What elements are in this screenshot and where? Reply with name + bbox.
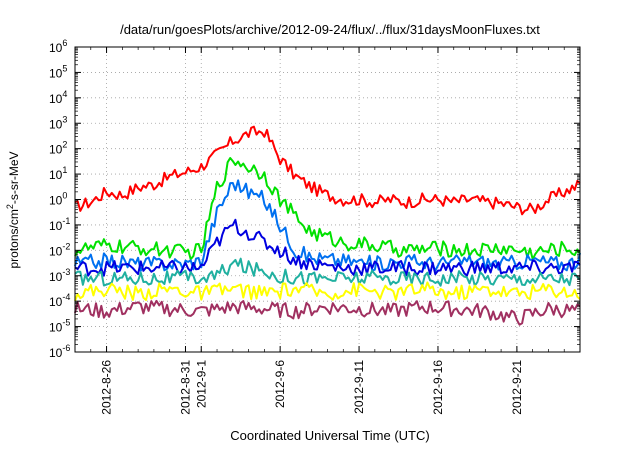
- y-tick-label-exp: -1: [62, 216, 70, 226]
- y-tick-label-base: 10: [49, 168, 63, 182]
- y-axis-label-sup: 2: [5, 204, 15, 209]
- y-tick-label-exp: -6: [62, 343, 70, 353]
- x-axis-label: Coordinated Universal Time (UTC): [230, 428, 429, 443]
- series-line: [74, 157, 581, 261]
- x-axis-ticks: 2012-8-26 2012-8-31 2012-9-1 2012-9-6 2012-9…: [90, 47, 565, 415]
- y-tick-label-base: 10: [49, 321, 63, 335]
- y-tick-label: 101: [49, 165, 67, 182]
- x-tick-label: 2012-8-31: [178, 360, 192, 415]
- y-tick-label-exp: 2: [62, 140, 67, 150]
- series-line: [74, 281, 581, 302]
- y-tick-label-exp: -3: [62, 267, 70, 277]
- y-tick-label-base: 10: [49, 117, 63, 131]
- series-layer: [74, 125, 581, 326]
- y-axis-label-prefix: protons/cm: [7, 209, 21, 268]
- series-line: [74, 218, 581, 277]
- y-tick-label: 103: [49, 114, 67, 131]
- y-tick-label-exp: -2: [62, 241, 70, 251]
- y-tick-label-base: 10: [49, 194, 63, 208]
- y-tick-label-exp: 6: [62, 38, 67, 48]
- x-tick-label: 2012-9-16: [431, 360, 445, 415]
- y-tick-label: 10-3: [49, 267, 70, 284]
- y-tick-label-exp: 5: [62, 63, 67, 73]
- y-tick-label-exp: 1: [62, 165, 67, 175]
- chart-title: /data/run/goesPlots/archive/2012-09-24/f…: [120, 22, 540, 37]
- x-tick-label: 2012-9-21: [510, 360, 524, 415]
- y-tick-label-exp: 3: [62, 114, 67, 124]
- y-tick-label: 10-6: [49, 343, 70, 360]
- y-tick-label-exp: -4: [62, 292, 70, 302]
- series-line: [74, 125, 581, 216]
- y-tick-label-base: 10: [49, 270, 63, 284]
- y-tick-label-base: 10: [49, 346, 63, 360]
- y-tick-label-base: 10: [49, 244, 63, 258]
- y-tick-label: 106: [49, 38, 67, 55]
- y-tick-label: 102: [49, 140, 67, 157]
- y-axis-ticks: 10-610-510-410-310-210-11001011021031041…: [49, 38, 580, 360]
- x-tick-label: 2012-8-26: [100, 360, 114, 415]
- series-line: [74, 179, 581, 272]
- x-tick-label: 2012-9-6: [273, 360, 287, 408]
- y-tick-label-base: 10: [49, 66, 63, 80]
- y-tick-label-exp: 4: [62, 89, 67, 99]
- series-line: [74, 299, 581, 326]
- x-tick-label: 2012-9-11: [352, 360, 366, 414]
- y-tick-label-base: 10: [49, 219, 63, 233]
- y-tick-label-base: 10: [49, 41, 63, 55]
- y-tick-label: 104: [49, 89, 67, 106]
- y-axis-label-suffix: -s-sr-MeV: [7, 151, 21, 204]
- x-tick-label: 2012-9-1: [194, 360, 208, 408]
- y-tick-label-base: 10: [49, 295, 63, 309]
- y-tick-label-exp: -5: [62, 318, 70, 328]
- y-tick-label: 100: [49, 191, 67, 208]
- y-tick-label-base: 10: [49, 143, 63, 157]
- y-tick-label: 105: [49, 63, 67, 80]
- series-line: [74, 257, 581, 287]
- y-tick-label: 10-1: [49, 216, 70, 233]
- y-tick-label-base: 10: [49, 92, 63, 106]
- y-tick-label: 10-2: [49, 241, 70, 258]
- y-tick-label: 10-4: [49, 292, 70, 309]
- y-tick-label-exp: 0: [62, 191, 67, 201]
- y-axis-label: protons/cm2-s-sr-MeV: [5, 151, 21, 268]
- y-tick-label: 10-5: [49, 318, 70, 335]
